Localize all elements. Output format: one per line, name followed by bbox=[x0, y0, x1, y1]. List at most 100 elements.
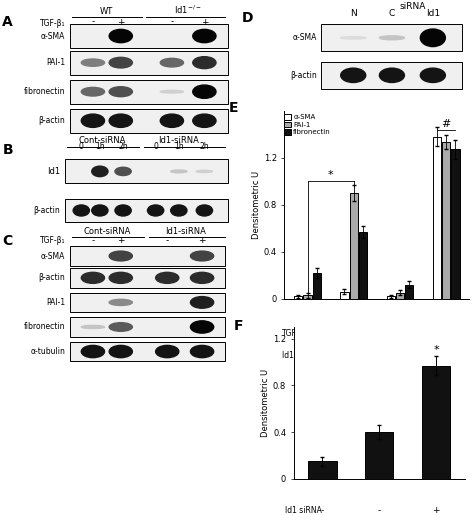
Ellipse shape bbox=[191, 297, 214, 308]
Ellipse shape bbox=[191, 321, 214, 333]
Ellipse shape bbox=[379, 68, 404, 82]
Text: α-tubulin: α-tubulin bbox=[30, 347, 65, 356]
Ellipse shape bbox=[73, 205, 90, 216]
Ellipse shape bbox=[171, 205, 187, 216]
Text: -: - bbox=[91, 236, 94, 245]
Text: TGF-β₁: TGF-β₁ bbox=[39, 236, 65, 245]
Ellipse shape bbox=[191, 346, 214, 358]
Text: Id1-siRNA: Id1-siRNA bbox=[165, 227, 206, 236]
Text: fibronectin: fibronectin bbox=[24, 87, 65, 96]
Text: +: + bbox=[198, 236, 206, 245]
Bar bbox=[396, 293, 404, 299]
Ellipse shape bbox=[82, 346, 104, 358]
Text: B: B bbox=[2, 143, 13, 157]
Text: E: E bbox=[229, 101, 238, 115]
Text: Id1: Id1 bbox=[47, 167, 60, 176]
Text: -: - bbox=[306, 351, 309, 360]
Ellipse shape bbox=[196, 170, 212, 173]
Ellipse shape bbox=[115, 167, 131, 176]
Text: siRNA: siRNA bbox=[399, 3, 426, 11]
Text: PAI-1: PAI-1 bbox=[46, 298, 65, 307]
Text: +: + bbox=[442, 329, 450, 338]
Text: 0: 0 bbox=[153, 142, 158, 150]
Legend: α-SMA, PAI-1, fibronectin: α-SMA, PAI-1, fibronectin bbox=[284, 114, 331, 135]
Text: +: + bbox=[442, 351, 450, 360]
Text: 2h: 2h bbox=[118, 142, 128, 150]
Ellipse shape bbox=[82, 114, 104, 127]
Ellipse shape bbox=[155, 346, 179, 358]
Text: D: D bbox=[242, 11, 253, 25]
Ellipse shape bbox=[341, 37, 366, 39]
Text: α-SMA: α-SMA bbox=[41, 31, 65, 41]
Bar bbox=[70, 24, 228, 48]
Text: β-actin: β-actin bbox=[38, 273, 65, 282]
Bar bbox=[405, 285, 413, 299]
Bar bbox=[70, 268, 225, 288]
Text: Id1$^{-/-}$: Id1$^{-/-}$ bbox=[174, 4, 202, 16]
Y-axis label: Densitometric U: Densitometric U bbox=[252, 170, 261, 239]
Text: +: + bbox=[350, 329, 357, 338]
Text: +: + bbox=[396, 351, 404, 360]
Ellipse shape bbox=[160, 114, 183, 127]
Text: +: + bbox=[432, 506, 440, 515]
Ellipse shape bbox=[109, 251, 132, 261]
Bar bbox=[308, 461, 337, 479]
Ellipse shape bbox=[196, 205, 212, 216]
Ellipse shape bbox=[155, 272, 179, 283]
Text: F: F bbox=[234, 319, 244, 333]
Ellipse shape bbox=[193, 57, 216, 68]
Text: +: + bbox=[201, 18, 208, 27]
Text: -: - bbox=[306, 329, 309, 338]
Bar bbox=[422, 366, 450, 479]
Text: WT: WT bbox=[100, 7, 113, 16]
Bar bbox=[70, 109, 228, 133]
Bar bbox=[65, 160, 228, 183]
Text: Id1 siRNA: Id1 siRNA bbox=[285, 506, 322, 515]
Ellipse shape bbox=[171, 170, 187, 173]
Ellipse shape bbox=[109, 323, 132, 331]
Bar bbox=[312, 273, 321, 299]
Bar bbox=[359, 232, 367, 299]
Ellipse shape bbox=[109, 114, 132, 127]
Text: β-actin: β-actin bbox=[38, 116, 65, 125]
Ellipse shape bbox=[109, 87, 132, 97]
Text: TGF-β₁: TGF-β₁ bbox=[39, 19, 65, 28]
Ellipse shape bbox=[82, 325, 104, 329]
Text: β-actin: β-actin bbox=[290, 71, 317, 80]
Bar bbox=[321, 24, 463, 52]
Ellipse shape bbox=[115, 205, 131, 216]
Ellipse shape bbox=[92, 205, 108, 216]
Text: TGF-β: TGF-β bbox=[282, 329, 305, 338]
Ellipse shape bbox=[109, 57, 132, 68]
Text: A: A bbox=[2, 15, 13, 29]
Text: Cont-siRNA: Cont-siRNA bbox=[83, 227, 130, 236]
Bar bbox=[70, 246, 225, 266]
Text: -: - bbox=[352, 351, 356, 360]
Text: -: - bbox=[398, 329, 401, 338]
Text: -: - bbox=[321, 506, 324, 515]
Text: -: - bbox=[165, 236, 169, 245]
Text: α-SMA: α-SMA bbox=[292, 33, 317, 42]
Ellipse shape bbox=[109, 272, 132, 283]
Bar bbox=[65, 199, 228, 222]
Ellipse shape bbox=[420, 29, 446, 46]
Text: -: - bbox=[91, 18, 94, 27]
Text: *: * bbox=[433, 345, 439, 355]
Text: N: N bbox=[350, 9, 356, 18]
Y-axis label: Densitometric U: Densitometric U bbox=[261, 369, 270, 437]
Ellipse shape bbox=[193, 85, 216, 98]
Text: 1h: 1h bbox=[174, 142, 183, 150]
Ellipse shape bbox=[109, 346, 132, 358]
Bar bbox=[349, 193, 358, 299]
Ellipse shape bbox=[109, 29, 132, 43]
Text: Cont-siRNA: Cont-siRNA bbox=[79, 136, 126, 145]
Text: *: * bbox=[328, 169, 333, 180]
Bar bbox=[70, 317, 225, 337]
Bar bbox=[340, 291, 349, 299]
Text: +: + bbox=[117, 18, 125, 27]
Ellipse shape bbox=[109, 299, 132, 305]
Bar bbox=[433, 136, 441, 299]
Bar bbox=[70, 341, 225, 362]
Ellipse shape bbox=[92, 166, 108, 177]
Ellipse shape bbox=[341, 68, 366, 82]
